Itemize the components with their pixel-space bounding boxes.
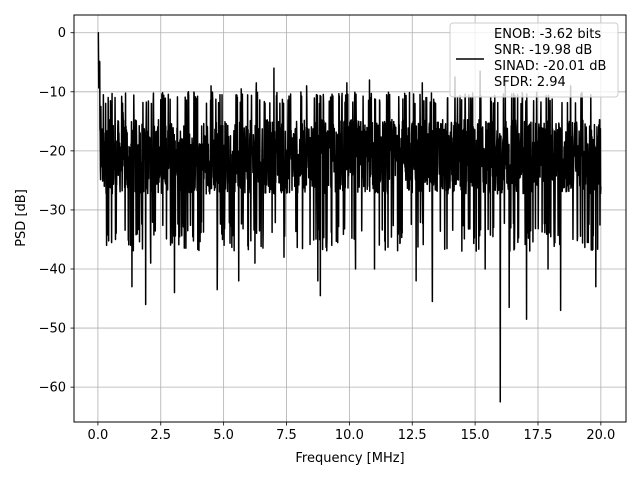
y-tick-label: 0: [58, 26, 66, 41]
y-tick-label: −60: [39, 381, 66, 396]
legend-box: [449, 22, 619, 98]
legend-entry-line: SNR: -19.98 dB: [494, 43, 592, 58]
psd-series-line: [97, 31, 602, 403]
x-tick-label: 10.0: [335, 428, 364, 443]
x-tick-label: 7.5: [276, 428, 297, 443]
y-axis-label: PSD [dB]: [14, 189, 29, 247]
x-tick-label: 17.5: [524, 428, 553, 443]
series-layer: [97, 31, 602, 403]
x-axis: 0.0 2.5 5.0 7.5 10.0 12.5 15.0 17.5 20.0: [88, 422, 615, 443]
y-axis: 0 −10 −20 −30 −40 −50 −60: [39, 26, 74, 396]
y-tick-label: −30: [39, 203, 66, 218]
legend-entry-line: SFDR: 2.94: [494, 75, 566, 90]
x-tick-label: 20.0: [586, 428, 615, 443]
x-tick-label: 15.0: [461, 428, 490, 443]
legend-entry-line: SINAD: -20.01 dB: [494, 59, 606, 74]
x-tick-label: 0.0: [88, 428, 109, 443]
y-tick-label: −10: [39, 85, 66, 100]
y-tick-label: −50: [39, 322, 66, 337]
x-axis-label: Frequency [MHz]: [295, 451, 404, 466]
x-tick-label: 2.5: [150, 428, 171, 443]
legend-entry-line: ENOB: -3.62 bits: [494, 27, 601, 42]
x-tick-label: 5.0: [213, 428, 234, 443]
x-tick-label: 12.5: [398, 428, 427, 443]
y-tick-label: −20: [39, 144, 66, 159]
y-tick-label: −40: [39, 263, 66, 278]
plot-frame: [73, 14, 627, 423]
